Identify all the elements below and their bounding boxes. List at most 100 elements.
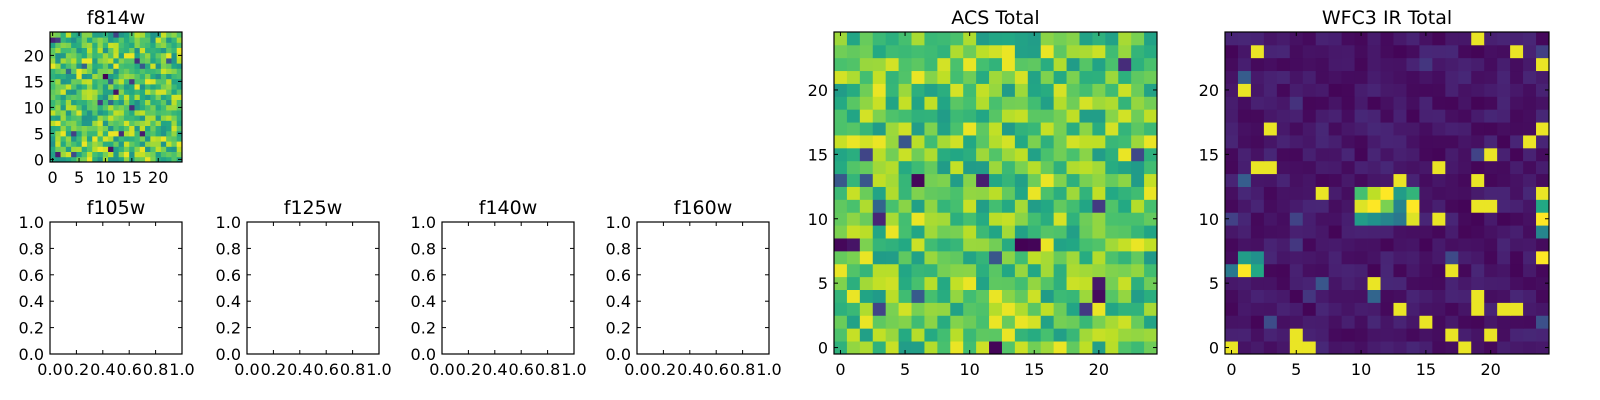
heatmap-cell [963, 135, 977, 149]
heatmap-cell [963, 109, 977, 123]
heatmap-cell [1497, 263, 1511, 278]
heatmap-cell [1406, 315, 1420, 329]
x-tick-label: 0.8 [340, 360, 365, 379]
heatmap-cell [1510, 238, 1524, 252]
y-tick-label: 1.0 [19, 213, 44, 232]
heatmap-cell [145, 89, 151, 95]
heatmap-cell [1263, 341, 1278, 355]
heatmap-cell [71, 104, 77, 111]
heatmap-cell [97, 78, 104, 85]
heatmap-cell [1053, 32, 1067, 46]
heatmap-cell [1014, 109, 1029, 123]
heatmap-cell [81, 146, 88, 152]
heatmap-cell [1040, 315, 1055, 329]
heatmap-cell [129, 73, 135, 80]
heatmap-cell [937, 263, 951, 278]
heatmap-cell [76, 125, 83, 132]
heatmap-cell [1458, 147, 1472, 162]
heatmap-cell [1027, 147, 1042, 162]
heatmap-cell [118, 63, 125, 69]
heatmap-cell [1445, 186, 1459, 200]
heatmap-cell [1118, 160, 1132, 175]
heatmap-cell [134, 141, 141, 147]
heatmap-cell [145, 130, 151, 137]
heatmap-cell [911, 109, 925, 123]
heatmap-cell [1536, 96, 1550, 110]
heatmap-cell [963, 250, 977, 265]
heatmap-cell [1014, 173, 1029, 187]
heatmap-cell [150, 58, 156, 64]
heatmap-cell [155, 94, 162, 100]
heatmap-cell [1419, 44, 1433, 59]
heatmap-cell [1225, 32, 1239, 46]
heatmap-cell [1014, 122, 1029, 136]
heatmap-cell [1458, 315, 1472, 329]
heatmap-cell [1367, 44, 1381, 59]
heatmap-cell [123, 130, 130, 137]
heatmap-cell [1237, 238, 1252, 252]
heatmap-cell [872, 32, 887, 46]
heatmap-cell [885, 186, 899, 200]
heatmap-cell [129, 104, 135, 111]
heatmap-cell [1027, 315, 1042, 329]
heatmap-cell [123, 37, 130, 43]
heatmap-cell [976, 302, 990, 316]
heatmap-cell [1341, 199, 1355, 213]
heatmap-cell [937, 160, 951, 175]
heatmap-cell [155, 125, 162, 132]
heatmap-cell [1302, 135, 1317, 149]
y-tick-label: 0.8 [216, 239, 241, 258]
heatmap-cell [134, 156, 141, 163]
y-tick-label: 1.0 [411, 213, 436, 232]
heatmap-cell [924, 289, 938, 303]
y-tick-label: 15 [808, 145, 828, 164]
heatmap-cell [1079, 83, 1093, 97]
heatmap-cell [1131, 276, 1145, 290]
heatmap-cell [118, 99, 125, 106]
heatmap-cell [898, 315, 912, 329]
heatmap-cell [846, 263, 861, 278]
heatmap-cell [911, 302, 925, 316]
heatmap-cell [1536, 212, 1550, 226]
heatmap-cell [834, 32, 848, 46]
heatmap-cell [1066, 328, 1080, 342]
heatmap-cell [1536, 328, 1550, 342]
heatmap-cell [1144, 302, 1158, 316]
heatmap-cell [155, 84, 162, 90]
heatmap-cell [108, 120, 114, 126]
heatmap-cell [1066, 250, 1080, 265]
heatmap-cell [97, 110, 104, 116]
heatmap-cell [139, 52, 146, 59]
heatmap-cell [1144, 250, 1158, 265]
heatmap-cell [937, 212, 951, 226]
heatmap-cell [129, 58, 135, 64]
heatmap-cell [1406, 160, 1420, 175]
heatmap-cell [1144, 341, 1158, 355]
heatmap-cell [1458, 302, 1472, 316]
heatmap-cell [134, 68, 141, 74]
heatmap-cell [1471, 263, 1485, 278]
axes-frame [441, 221, 575, 355]
heatmap-cell [81, 94, 88, 100]
heatmap-cell [81, 68, 88, 74]
heatmap-cell [1497, 186, 1511, 200]
heatmap-cell [86, 120, 93, 126]
heatmap-cell [1001, 250, 1016, 265]
heatmap-cell [113, 89, 120, 95]
heatmap-cell [55, 146, 61, 152]
heatmap-cell [139, 110, 146, 116]
heatmap-cell [1263, 328, 1278, 342]
heatmap-cell [81, 120, 88, 126]
heatmap-cell [1471, 109, 1485, 123]
heatmap-cell [1144, 135, 1158, 149]
heatmap-cell [1510, 70, 1524, 84]
heatmap-cell [963, 160, 977, 175]
heatmap-cell [108, 94, 114, 100]
heatmap-cell [1014, 263, 1029, 278]
heatmap-cell [1341, 147, 1355, 162]
heatmap-cell [1328, 57, 1343, 72]
heatmap-cell [1341, 328, 1355, 342]
heatmap-cell [102, 73, 109, 80]
x-tick-label: 5 [1291, 360, 1301, 379]
heatmap-cell [1458, 212, 1472, 226]
